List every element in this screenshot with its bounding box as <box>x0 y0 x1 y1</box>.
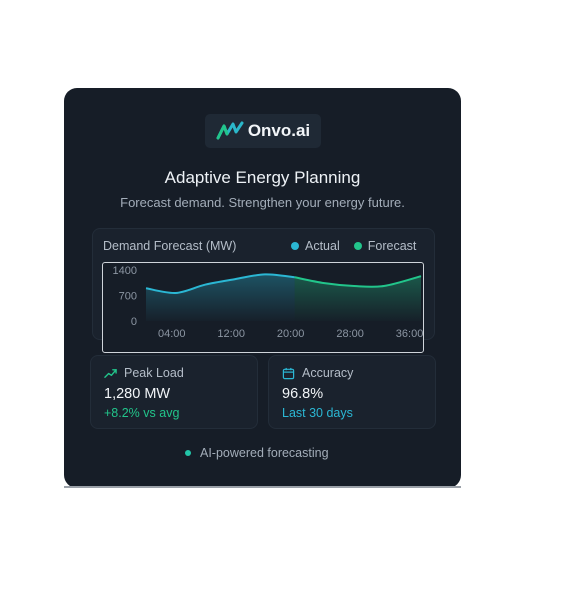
legend-label-actual: Actual <box>305 239 340 253</box>
trending-up-icon <box>104 368 117 378</box>
stat-head-peak-load: Peak Load <box>104 366 184 380</box>
y-tick-label: 700 <box>119 291 137 303</box>
brand-logo: Onvo.ai <box>205 114 321 148</box>
series-line-actual <box>145 273 295 294</box>
footer-text: AI-powered forecasting <box>200 446 329 460</box>
footer-note: AI-powered forecasting <box>185 446 329 460</box>
x-tick-label: 04:00 <box>158 328 186 340</box>
stat-card-accuracy: Accuracy 96.8% Last 30 days <box>268 355 436 429</box>
calendar-icon <box>282 367 295 379</box>
y-tick-label: 1400 <box>113 265 137 277</box>
page-title: Adaptive Energy Planning <box>164 168 361 187</box>
series-line-forecast <box>294 275 422 288</box>
x-tick-label: 20:00 <box>277 328 305 340</box>
series-area-forecast <box>294 276 421 321</box>
legend-dot-actual <box>291 242 299 250</box>
legend-label-forecast: Forecast <box>367 239 417 253</box>
stat-head-accuracy: Accuracy <box>282 366 353 380</box>
card-underline <box>64 486 461 488</box>
footer-dot <box>185 450 191 456</box>
stat-value-peak-load: 1,280 MW <box>104 386 171 402</box>
chart-title: Demand Forecast (MW) <box>103 239 237 253</box>
x-tick-label: 12:00 <box>217 328 245 340</box>
stat-sub-accuracy: Last 30 days <box>282 406 353 420</box>
y-tick-label: 0 <box>131 316 137 328</box>
wave-logo-icon <box>216 121 244 140</box>
legend-dot-forecast <box>353 242 362 250</box>
brand-name: Onvo.ai <box>247 121 311 140</box>
stat-label-accuracy: Accuracy <box>302 366 354 380</box>
page-subtitle: Forecast demand. Strengthen your energy … <box>120 195 405 210</box>
legend-item-actual: Actual <box>291 239 340 253</box>
stat-card-peak-load: Peak Load 1,280 MW +8.2% vs avg <box>90 355 258 429</box>
stat-value-accuracy: 96.8% <box>282 386 324 402</box>
stat-label-peak-load: Peak Load <box>124 366 184 380</box>
legend-item-forecast: Forecast <box>353 239 417 253</box>
x-tick-label: 36:00 <box>396 328 424 340</box>
series-area-actual <box>146 274 295 321</box>
stat-sub-peak-load: +8.2% vs avg <box>104 406 180 420</box>
x-tick-label: 28:00 <box>336 328 364 340</box>
chart-legend: Actual Forecast <box>291 239 416 253</box>
